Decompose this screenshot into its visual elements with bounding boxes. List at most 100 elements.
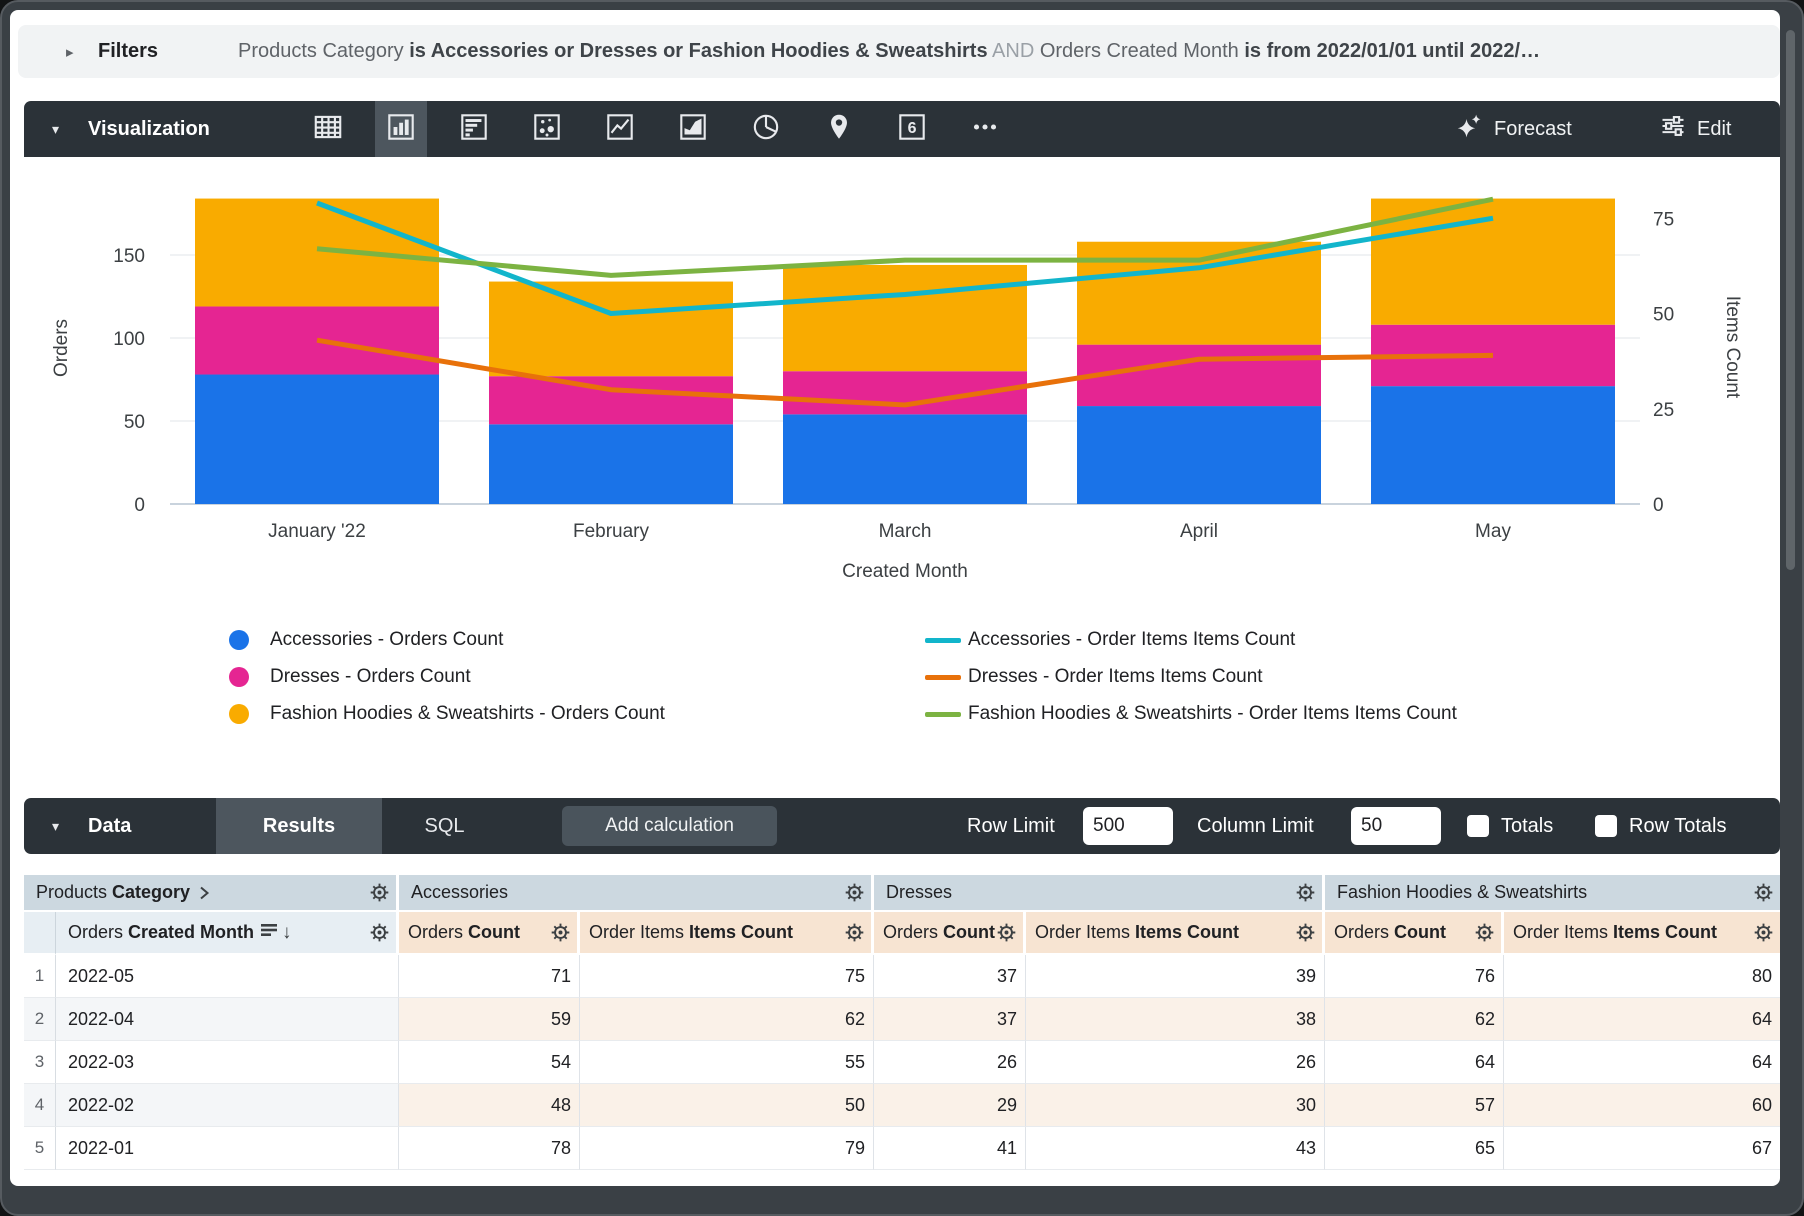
gear-icon[interactable] (1753, 922, 1774, 943)
bar-segment[interactable] (1371, 386, 1615, 504)
cell-value[interactable]: 79 (580, 1127, 874, 1170)
bar-segment[interactable] (783, 264, 1027, 372)
row-totals-checkbox[interactable] (1595, 815, 1617, 837)
add-calculation-button[interactable]: Add calculation (562, 806, 777, 846)
sort-desc-icon[interactable]: ↓ (282, 921, 292, 943)
gear-icon[interactable] (996, 922, 1017, 943)
totals-checkbox[interactable] (1467, 815, 1489, 837)
column-header-measure[interactable]: Order Items Items Count (580, 912, 874, 955)
column-header-measure[interactable]: Orders Count (399, 912, 580, 955)
bar-segment[interactable] (489, 424, 733, 504)
cell-value[interactable]: 41 (874, 1127, 1026, 1170)
gear-icon[interactable] (1753, 882, 1774, 903)
column-header-measure[interactable]: Order Items Items Count (1026, 912, 1325, 955)
cell-value[interactable]: 54 (399, 1041, 580, 1084)
group-header[interactable]: Fashion Hoodies & Sweatshirts (1325, 875, 1780, 912)
viz-type-single-value[interactable]: 6 (886, 101, 938, 157)
cell-value[interactable]: 67 (1504, 1127, 1780, 1170)
viz-type-scatter-chart[interactable] (521, 101, 573, 157)
viz-type-bar-chart[interactable] (448, 101, 500, 157)
cell-value[interactable]: 64 (1325, 1041, 1504, 1084)
column-header-measure[interactable]: Orders Count (1325, 912, 1504, 955)
column-header-measure[interactable]: Orders Count (874, 912, 1026, 955)
bar-segment[interactable] (489, 281, 733, 377)
gear-icon[interactable] (844, 922, 865, 943)
cell-created-month[interactable]: 2022-03 (56, 1041, 399, 1084)
viz-type-area-chart[interactable] (667, 101, 719, 157)
expand-filters-icon[interactable]: ▸ (66, 43, 74, 61)
bar-segment[interactable] (195, 198, 439, 307)
filters-bar[interactable]: ▸ Filters Products Category is Accessori… (18, 25, 1780, 78)
viz-type-pie-chart[interactable] (740, 101, 792, 157)
group-header[interactable]: Accessories (399, 875, 874, 912)
bar-segment[interactable] (783, 414, 1027, 504)
cell-value[interactable]: 64 (1504, 998, 1780, 1041)
cell-value[interactable]: 60 (1504, 1084, 1780, 1127)
viz-type-table-chart[interactable] (302, 101, 354, 157)
group-header[interactable]: Dresses (874, 875, 1325, 912)
cell-value[interactable]: 26 (1026, 1041, 1325, 1084)
cell-created-month[interactable]: 2022-02 (56, 1084, 399, 1127)
cell-value[interactable]: 37 (874, 955, 1026, 998)
cell-value[interactable]: 78 (399, 1127, 580, 1170)
cell-value[interactable]: 57 (1325, 1084, 1504, 1127)
gear-icon[interactable] (1474, 922, 1495, 943)
bar-segment[interactable] (1077, 241, 1321, 345)
legend-item[interactable]: Fashion Hoodies & Sweatshirts - Orders C… (229, 703, 665, 724)
viz-type-column-chart[interactable] (375, 101, 427, 157)
cell-value[interactable]: 64 (1504, 1041, 1780, 1084)
column-header-measure[interactable]: Order Items Items Count (1504, 912, 1780, 955)
bar-segment[interactable] (489, 376, 733, 425)
cell-created-month[interactable]: 2022-05 (56, 955, 399, 998)
column-header-created-month[interactable]: Orders Created Month ↓ (56, 912, 399, 955)
legend-item[interactable]: Dresses - Orders Count (229, 666, 665, 687)
gear-icon[interactable] (369, 922, 390, 943)
cell-value[interactable]: 48 (399, 1084, 580, 1127)
tab-results[interactable]: Results (216, 798, 382, 854)
bar-segment[interactable] (1077, 344, 1321, 407)
tab-sql[interactable]: SQL (424, 814, 465, 837)
subtotal-icon[interactable] (260, 922, 278, 943)
viz-type-more[interactable] (959, 101, 1011, 157)
cell-value[interactable]: 30 (1026, 1084, 1325, 1127)
cell-value[interactable]: 71 (399, 955, 580, 998)
edit-button[interactable]: Edit (1659, 101, 1731, 157)
legend-item[interactable]: Dresses - Order Items Items Count (925, 666, 1457, 687)
bar-segment[interactable] (195, 374, 439, 504)
cell-value[interactable]: 55 (580, 1041, 874, 1084)
cell-value[interactable]: 76 (1325, 955, 1504, 998)
cell-created-month[interactable]: 2022-04 (56, 998, 399, 1041)
viz-type-map-chart[interactable] (813, 101, 865, 157)
cell-value[interactable]: 38 (1026, 998, 1325, 1041)
cell-value[interactable]: 59 (399, 998, 580, 1041)
cell-value[interactable]: 62 (580, 998, 874, 1041)
row-limit-input[interactable] (1083, 807, 1173, 845)
trend-line[interactable] (316, 196, 1494, 278)
cell-value[interactable]: 37 (874, 998, 1026, 1041)
cell-created-month[interactable]: 2022-01 (56, 1127, 399, 1170)
trend-line[interactable] (316, 200, 1494, 316)
cell-value[interactable]: 43 (1026, 1127, 1325, 1170)
cell-value[interactable]: 80 (1504, 955, 1780, 998)
gear-icon[interactable] (1295, 922, 1316, 943)
forecast-button[interactable]: Forecast (1456, 101, 1572, 157)
viz-type-line-chart[interactable] (594, 101, 646, 157)
legend-item[interactable]: Accessories - Order Items Items Count (925, 629, 1457, 650)
collapse-visualization-icon[interactable]: ▾ (52, 121, 60, 137)
cell-value[interactable]: 62 (1325, 998, 1504, 1041)
legend-item[interactable]: Fashion Hoodies & Sweatshirts - Order It… (925, 703, 1457, 724)
collapse-data-icon[interactable]: ▾ (52, 818, 60, 834)
column-limit-input[interactable] (1351, 807, 1441, 845)
cell-value[interactable]: 26 (874, 1041, 1026, 1084)
gear-icon[interactable] (844, 882, 865, 903)
cell-value[interactable]: 29 (874, 1084, 1026, 1127)
bar-segment[interactable] (1077, 406, 1321, 504)
cell-value[interactable]: 50 (580, 1084, 874, 1127)
group-header-dimension[interactable]: Products Category (24, 875, 399, 912)
gear-icon[interactable] (369, 882, 390, 903)
trend-line[interactable] (316, 337, 1494, 408)
cell-value[interactable]: 75 (580, 955, 874, 998)
vertical-scrollbar[interactable] (1786, 30, 1795, 570)
gear-icon[interactable] (1295, 882, 1316, 903)
legend-item[interactable]: Accessories - Orders Count (229, 629, 665, 650)
